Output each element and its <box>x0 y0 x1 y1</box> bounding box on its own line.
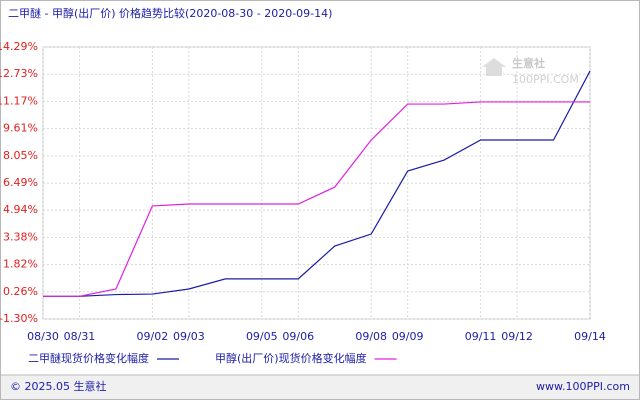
series-line <box>43 70 591 297</box>
y-tick-label: 1.82% <box>3 258 38 271</box>
x-tick-label: 09/03 <box>173 330 205 343</box>
y-tick-label: 8.05% <box>3 149 38 162</box>
x-tick-label: 09/09 <box>392 330 424 343</box>
footer-right: www.100PPI.com <box>536 380 630 393</box>
legend-label: 二甲醚现货价格变化幅度 <box>28 351 149 365</box>
x-tick-label: 08/30 <box>27 330 59 343</box>
watermark: 100PPI.COM <box>512 73 579 86</box>
y-tick-label: 3.38% <box>3 230 38 243</box>
y-tick-label: 6.49% <box>3 176 38 189</box>
y-tick-label: 9.61% <box>3 122 38 135</box>
y-tick-label: 14.29% <box>0 40 38 53</box>
y-tick-label: 12.73% <box>0 67 38 80</box>
legend-label: 甲醇(出厂价)现货价格变化幅度 <box>215 351 367 365</box>
y-tick-label: 11.17% <box>0 94 38 107</box>
x-tick-label: 09/12 <box>501 330 533 343</box>
series-line <box>43 101 590 297</box>
x-tick-label: 09/05 <box>246 330 278 343</box>
footer-bar <box>1 375 639 399</box>
watermark-icon <box>482 58 506 76</box>
x-tick-label: 09/06 <box>282 330 314 343</box>
y-tick-label: 0.26% <box>3 285 38 298</box>
x-tick-label: 09/14 <box>574 330 606 343</box>
x-tick-label: 09/11 <box>465 330 497 343</box>
y-tick-label: 4.94% <box>3 203 38 216</box>
chart-title: 二甲醚 - 甲醇(出厂价) 价格趋势比较(2020-08-30 - 2020-0… <box>8 6 332 20</box>
x-tick-label: 08/31 <box>64 330 96 343</box>
watermark: 生意社 <box>512 56 545 70</box>
x-tick-label: 09/02 <box>137 330 169 343</box>
footer-left: © 2025.05 生意社 <box>10 379 106 393</box>
x-tick-label: 09/08 <box>355 330 387 343</box>
y-tick-label: -1.30% <box>0 312 38 325</box>
